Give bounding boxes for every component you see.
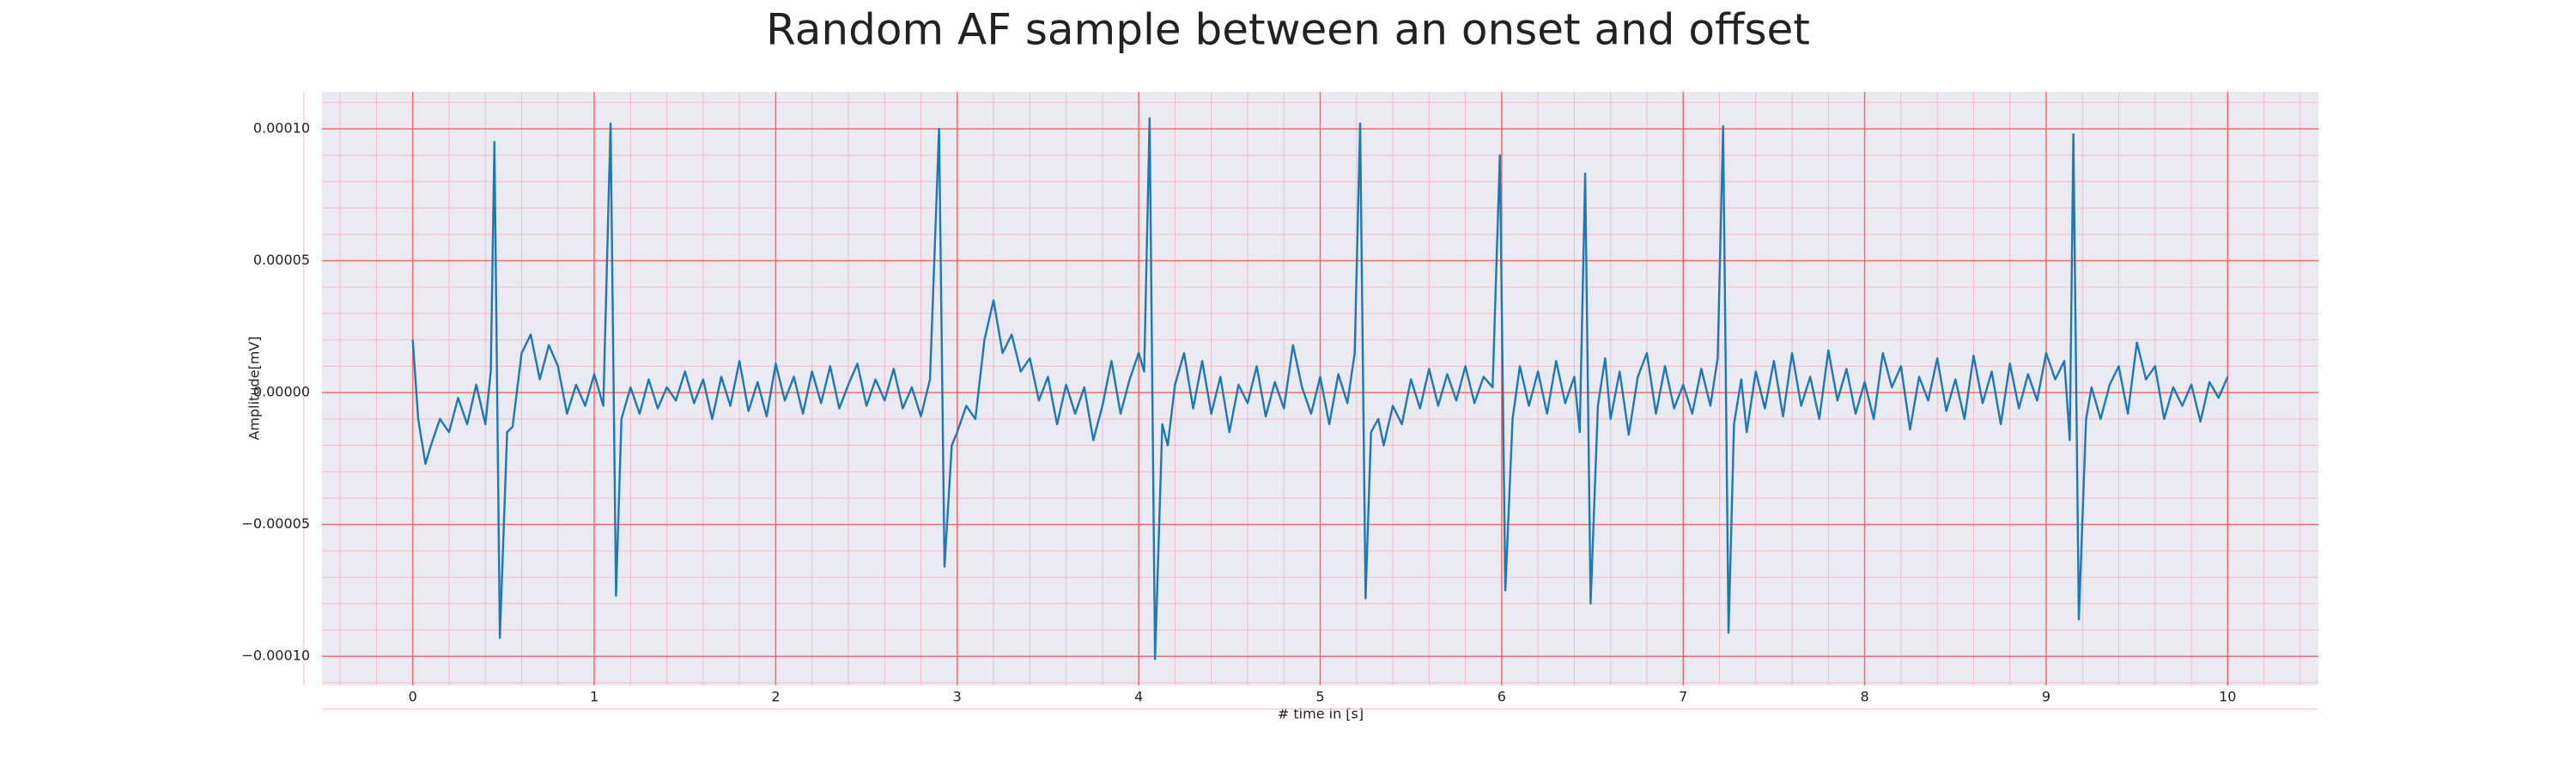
signal-line bbox=[411, 117, 2229, 660]
x-tick-label: 2 bbox=[771, 689, 780, 705]
y-tick-label: −0.00010 bbox=[241, 648, 310, 664]
y-tick-label: 0.00010 bbox=[253, 119, 310, 136]
y-axis-label: Amplitude[mV] bbox=[246, 336, 263, 440]
x-axis-label: # time in [s] bbox=[1278, 706, 1364, 722]
y-tick-label: 0.00005 bbox=[253, 252, 310, 268]
x-tick-label: 1 bbox=[590, 689, 598, 705]
y-tick-label: −0.00005 bbox=[241, 515, 310, 532]
y-tick-label: 0.00000 bbox=[253, 384, 310, 400]
x-tick-label: 5 bbox=[1315, 689, 1324, 705]
x-tick-label: 6 bbox=[1498, 689, 1506, 705]
x-tick-label: 0 bbox=[409, 689, 417, 705]
x-tick-label: 10 bbox=[2219, 689, 2236, 705]
x-tick-label: 7 bbox=[1679, 689, 1687, 705]
x-tick-label: 8 bbox=[1860, 689, 1868, 705]
chart-title: Random AF sample between an onset and of… bbox=[766, 5, 1810, 55]
x-tick-label: 4 bbox=[1134, 689, 1143, 705]
x-tick-label: 3 bbox=[953, 689, 962, 705]
x-tick-label: 9 bbox=[2042, 689, 2050, 705]
